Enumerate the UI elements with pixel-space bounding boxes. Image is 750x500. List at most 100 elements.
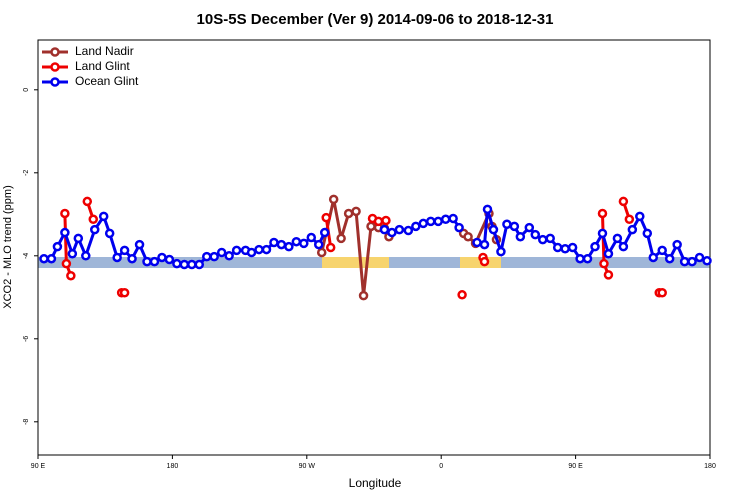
data-point (488, 224, 499, 235)
data-point (524, 222, 535, 233)
data-point (67, 248, 78, 259)
data-point (482, 204, 493, 215)
data-point (66, 270, 76, 281)
data-point (472, 237, 482, 248)
y-tick-label: -4 (23, 253, 30, 259)
data-point (39, 253, 49, 264)
data-point (254, 244, 264, 255)
legend-marker (50, 62, 60, 72)
legend-label: Ocean Glint (75, 74, 139, 88)
data-point (648, 252, 659, 263)
data-point (366, 221, 376, 232)
data-point (537, 234, 548, 245)
data-point (112, 252, 122, 263)
data-point (657, 245, 667, 256)
data-point (358, 290, 369, 301)
data-point (612, 233, 623, 244)
data-point (73, 233, 84, 244)
data-point (81, 251, 91, 261)
data-point (545, 233, 555, 244)
chart-title: 10S-5S December (Ver 9) 2014-09-06 to 20… (197, 11, 554, 28)
data-point (597, 228, 608, 239)
data-point (381, 215, 391, 226)
data-point (179, 259, 190, 270)
data-point (306, 232, 317, 243)
data-point (89, 224, 100, 235)
x-tick-label: 90 E (31, 463, 46, 470)
data-point (172, 258, 182, 269)
data-point (597, 208, 608, 219)
data-point (187, 259, 197, 270)
data-point (325, 242, 336, 253)
data-point (60, 227, 70, 238)
data-point (119, 245, 130, 256)
data-point (387, 227, 397, 238)
data-point (479, 256, 490, 267)
x-tick-label: 180 (704, 463, 716, 470)
y-tick-label: -2 (23, 170, 30, 176)
x-tick-label: 90 W (299, 463, 316, 470)
data-point (627, 224, 638, 235)
data-point (463, 231, 473, 242)
data-point (624, 214, 635, 225)
data-point (575, 253, 585, 264)
data-point (82, 196, 93, 207)
data-point (603, 270, 614, 280)
data-point (642, 228, 653, 239)
data-point (316, 247, 327, 258)
data-point (496, 246, 506, 257)
legend-label: Land Glint (75, 59, 130, 73)
y-tick-label: 0 (23, 88, 30, 92)
data-point (664, 253, 675, 264)
data-point (702, 256, 712, 266)
data-point (635, 211, 645, 222)
data-point (418, 218, 429, 229)
data-point (313, 239, 324, 250)
data-point (560, 243, 570, 254)
land-ocean-strip (38, 257, 710, 268)
data-point (60, 208, 70, 219)
data-point (261, 244, 272, 255)
data-point (694, 252, 705, 263)
data-point (134, 239, 145, 250)
y-tick-label: -6 (23, 336, 30, 342)
data-point (454, 222, 464, 233)
data-point (373, 216, 384, 227)
data-point (603, 248, 614, 259)
data-point (321, 212, 331, 223)
data-point (269, 237, 279, 248)
data-point (299, 238, 309, 249)
data-point (515, 231, 526, 242)
data-point (224, 251, 234, 261)
x-tick-label: 90 E (568, 463, 583, 470)
data-point (457, 290, 467, 300)
data-point (379, 224, 390, 235)
data-point (149, 256, 160, 267)
data-point (343, 208, 354, 219)
data-point (46, 253, 57, 264)
data-point (284, 241, 294, 252)
data-point (394, 224, 405, 235)
plot-frame (37, 39, 711, 456)
data-point (479, 239, 490, 250)
data-point (119, 287, 130, 298)
x-axis-label: Longitude (349, 476, 402, 490)
data-point (403, 225, 414, 236)
data-point (618, 241, 629, 252)
data-point (411, 221, 421, 232)
data-point (61, 258, 72, 269)
data-point (201, 251, 212, 262)
x-tick-label: 0 (439, 463, 443, 470)
data-point (142, 256, 152, 267)
data-point (209, 251, 219, 262)
data-point (599, 258, 609, 269)
data-point (425, 216, 436, 227)
data-point (104, 228, 115, 239)
data-point (328, 194, 339, 205)
legend-marker (50, 77, 60, 87)
data-point (440, 214, 451, 225)
legend-marker (50, 47, 60, 57)
legend-label: Land Nadir (75, 44, 134, 58)
data-point (246, 247, 257, 258)
